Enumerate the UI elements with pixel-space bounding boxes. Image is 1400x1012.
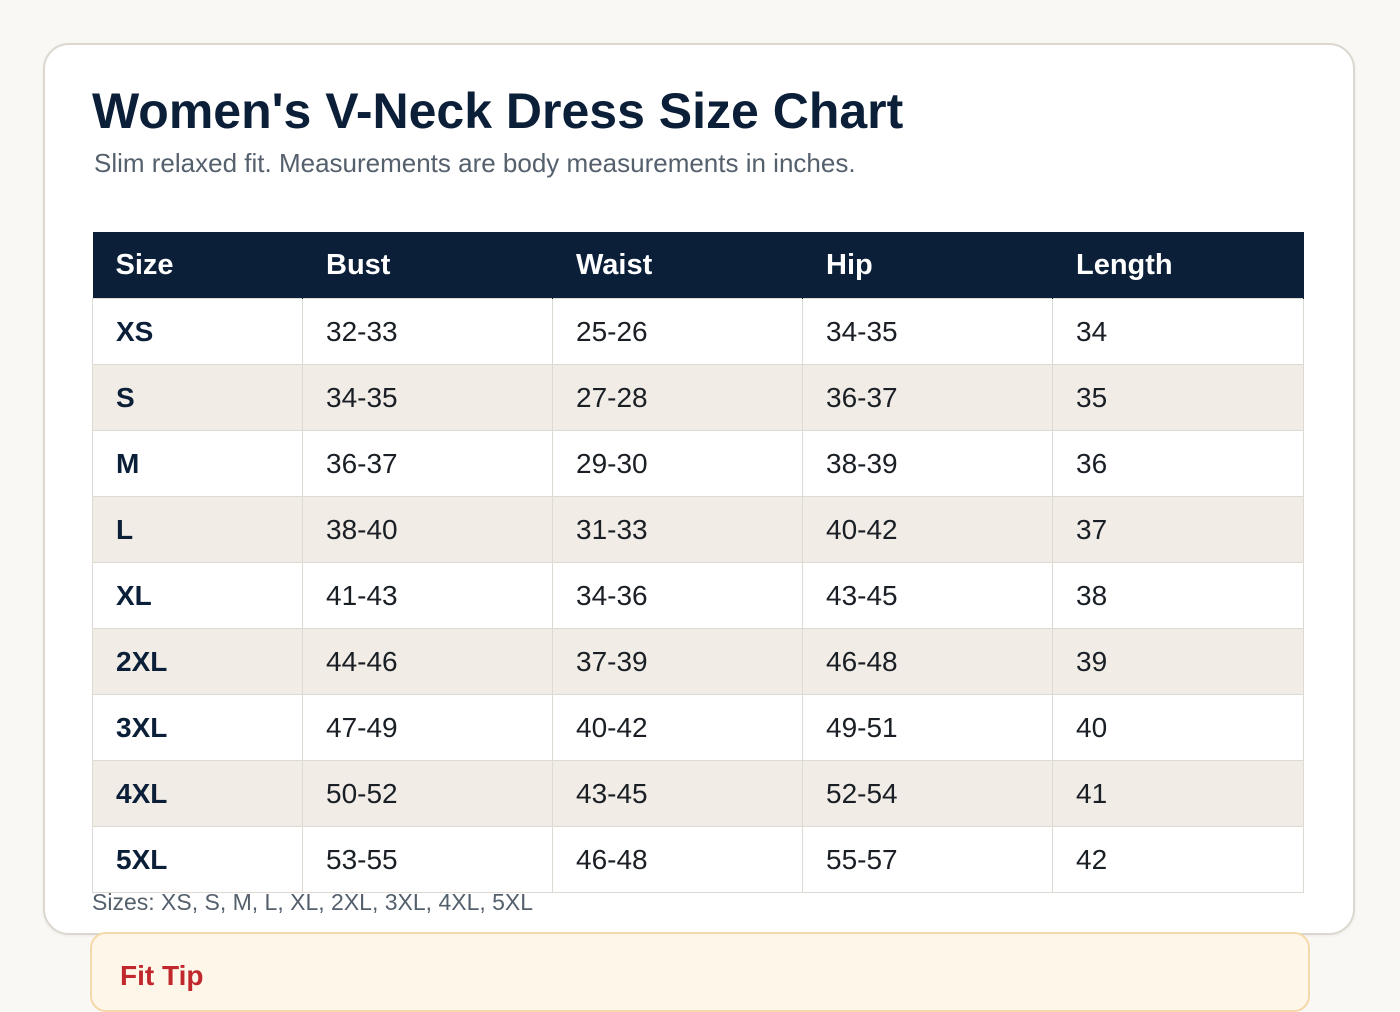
column-header-waist: Waist xyxy=(552,232,803,299)
bust-cell: 36-37 xyxy=(302,430,553,497)
waist-cell: 43-45 xyxy=(552,760,803,827)
column-header-hip: Hip xyxy=(802,232,1053,299)
table-header-row: Size Bust Waist Hip Length xyxy=(92,232,1304,299)
waist-cell: 27-28 xyxy=(552,364,803,431)
length-cell: 39 xyxy=(1052,628,1304,695)
hip-cell: 46-48 xyxy=(802,628,1053,695)
bust-cell: 53-55 xyxy=(302,826,553,893)
table-header: Size Bust Waist Hip Length xyxy=(92,232,1304,299)
waist-cell: 46-48 xyxy=(552,826,803,893)
bust-cell: 50-52 xyxy=(302,760,553,827)
table-row: 3XL 47-49 40-42 49-51 40 xyxy=(92,694,1304,761)
page-title: Women's V-Neck Dress Size Chart xyxy=(92,83,904,139)
waist-cell: 29-30 xyxy=(552,430,803,497)
column-header-size: Size xyxy=(92,232,303,299)
hip-cell: 49-51 xyxy=(802,694,1053,761)
bust-cell: 41-43 xyxy=(302,562,553,629)
length-cell: 41 xyxy=(1052,760,1304,827)
size-cell: M xyxy=(92,430,303,497)
size-chart-card: Women's V-Neck Dress Size Chart Slim rel… xyxy=(43,43,1355,935)
table-row: 5XL 53-55 46-48 55-57 42 xyxy=(92,826,1304,893)
column-header-length: Length xyxy=(1052,232,1304,299)
length-cell: 36 xyxy=(1052,430,1304,497)
bust-cell: 47-49 xyxy=(302,694,553,761)
hip-cell: 52-54 xyxy=(802,760,1053,827)
table-row: XL 41-43 34-36 43-45 38 xyxy=(92,562,1304,629)
bust-cell: 38-40 xyxy=(302,496,553,563)
hip-cell: 55-57 xyxy=(802,826,1053,893)
fit-tip-title: Fit Tip xyxy=(120,960,204,991)
bust-cell: 32-33 xyxy=(302,298,553,365)
size-cell: 3XL xyxy=(92,694,303,761)
size-cell: 2XL xyxy=(92,628,303,695)
waist-cell: 37-39 xyxy=(552,628,803,695)
sizes-note: Sizes: XS, S, M, L, XL, 2XL, 3XL, 4XL, 5… xyxy=(92,889,534,915)
length-cell: 38 xyxy=(1052,562,1304,629)
column-header-bust: Bust xyxy=(302,232,553,299)
size-cell: XS xyxy=(92,298,303,365)
waist-cell: 40-42 xyxy=(552,694,803,761)
size-cell: L xyxy=(92,496,303,563)
table-row: 2XL 44-46 37-39 46-48 39 xyxy=(92,628,1304,695)
length-cell: 40 xyxy=(1052,694,1304,761)
fit-tip-box: Fit Tip xyxy=(90,932,1310,1012)
size-cell: 4XL xyxy=(92,760,303,827)
waist-cell: 25-26 xyxy=(552,298,803,365)
table-row: S 34-35 27-28 36-37 35 xyxy=(92,364,1304,431)
bust-cell: 44-46 xyxy=(302,628,553,695)
table-row: M 36-37 29-30 38-39 36 xyxy=(92,430,1304,497)
waist-cell: 34-36 xyxy=(552,562,803,629)
hip-cell: 40-42 xyxy=(802,496,1053,563)
length-cell: 35 xyxy=(1052,364,1304,431)
size-cell: 5XL xyxy=(92,826,303,893)
length-cell: 34 xyxy=(1052,298,1304,365)
table-body: XS 32-33 25-26 34-35 34 S 34-35 27-28 36… xyxy=(92,298,1304,893)
waist-cell: 31-33 xyxy=(552,496,803,563)
table-row: L 38-40 31-33 40-42 37 xyxy=(92,496,1304,563)
size-cell: S xyxy=(92,364,303,431)
size-cell: XL xyxy=(92,562,303,629)
hip-cell: 36-37 xyxy=(802,364,1053,431)
table-row: 4XL 50-52 43-45 52-54 41 xyxy=(92,760,1304,827)
size-table: Size Bust Waist Hip Length XS 32-33 25-2… xyxy=(92,232,1304,893)
length-cell: 42 xyxy=(1052,826,1304,893)
table-row: XS 32-33 25-26 34-35 34 xyxy=(92,298,1304,365)
hip-cell: 34-35 xyxy=(802,298,1053,365)
bust-cell: 34-35 xyxy=(302,364,553,431)
page-subtitle: Slim relaxed fit. Measurements are body … xyxy=(94,148,856,178)
hip-cell: 43-45 xyxy=(802,562,1053,629)
hip-cell: 38-39 xyxy=(802,430,1053,497)
length-cell: 37 xyxy=(1052,496,1304,563)
